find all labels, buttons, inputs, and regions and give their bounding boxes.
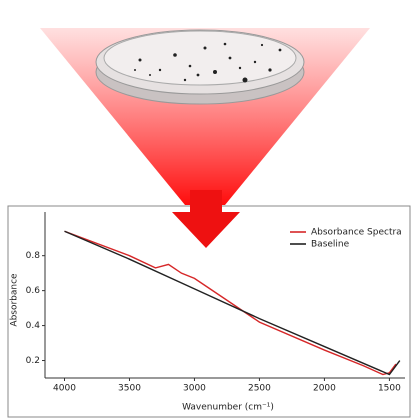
y-tick-label: 0.4 <box>26 321 41 331</box>
x-tick-label: 3500 <box>118 384 141 394</box>
x-tick-label: 3000 <box>183 384 206 394</box>
x-tick-label: 2000 <box>313 384 336 394</box>
legend-label: Baseline <box>311 240 350 250</box>
x-tick-label: 4000 <box>53 384 76 394</box>
petri-dish <box>96 30 304 104</box>
legend-label: Absorbance Spectra <box>311 228 402 238</box>
page: {"chart_data": {"type": "line", "x_label… <box>0 0 413 418</box>
y-tick-label: 0.6 <box>26 286 41 296</box>
y-tick-label: 0.2 <box>26 356 40 366</box>
x-tick-label: 1500 <box>378 384 401 394</box>
y-tick-label: 0.8 <box>26 251 41 261</box>
y-axis-label: Absorbance <box>10 273 20 327</box>
x-axis-label: Wavenumber (cm⁻¹) <box>182 403 274 413</box>
x-tick-label: 2500 <box>248 384 271 394</box>
figure: Absorbance Wavenumber (cm⁻¹) 4000 3500 300… <box>0 0 413 418</box>
